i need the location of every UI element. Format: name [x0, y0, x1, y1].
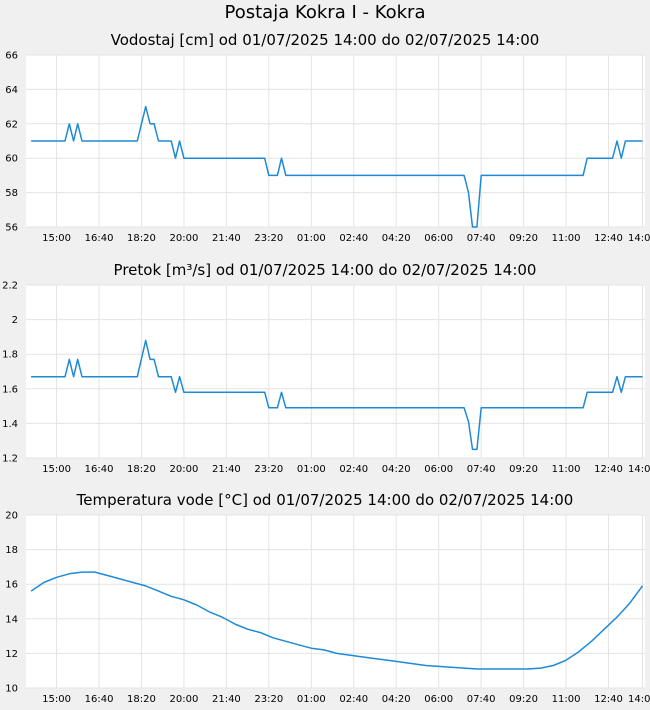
- water-level-y-tick-label: 58: [5, 188, 18, 199]
- water-level-x-tick-label: 18:20: [127, 233, 156, 244]
- discharge-x-tick-label: 06:00: [424, 464, 453, 475]
- water-level-x-tick-label: 21:40: [212, 233, 241, 244]
- discharge-x-tick-label: 09:20: [509, 464, 538, 475]
- discharge-x-tick-label: 21:40: [212, 464, 241, 475]
- discharge-x-tick-label: 04:20: [382, 464, 411, 475]
- water-level-x-tick-label: 01:00: [297, 233, 326, 244]
- water-temperature-y-tick-label: 12: [5, 649, 18, 660]
- water-level-x-tick-label: 20:00: [170, 233, 199, 244]
- discharge-y-tick-label: 1.4: [2, 419, 18, 430]
- water-temperature-plot-area: [26, 515, 645, 688]
- discharge-x-tick-label: 18:20: [127, 464, 156, 475]
- water-temperature-y-tick-label: 10: [5, 684, 18, 695]
- water-level-x-tick-label: 14:00: [628, 233, 650, 244]
- water-level-y-tick-label: 66: [5, 51, 18, 62]
- discharge-x-tick-label: 02:40: [339, 464, 368, 475]
- water-temperature-x-tick-label: 06:00: [424, 694, 453, 705]
- water-level-x-tick-label: 04:20: [382, 233, 411, 244]
- water-level-x-tick-label: 15:00: [42, 233, 71, 244]
- water-temperature-x-tick-label: 09:20: [509, 694, 538, 705]
- discharge-x-tick-label: 16:40: [85, 464, 114, 475]
- discharge-y-tick-label: 1.6: [2, 384, 18, 395]
- discharge-x-tick-label: 11:00: [552, 464, 581, 475]
- water-temperature-x-tick-label: 01:00: [297, 694, 326, 705]
- water-temperature-x-tick-label: 07:40: [467, 694, 496, 705]
- water-temperature-x-tick-label: 04:20: [382, 694, 411, 705]
- water-temperature-x-tick-label: 21:40: [212, 694, 241, 705]
- discharge-y-tick-label: 2: [12, 315, 18, 326]
- discharge-x-tick-label: 20:00: [170, 464, 199, 475]
- discharge-chart-title: Pretok [m³/s] od 01/07/2025 14:00 do 02/…: [113, 261, 537, 279]
- discharge-x-tick-label: 07:40: [467, 464, 496, 475]
- water-level-x-tick-label: 23:20: [254, 233, 283, 244]
- discharge-x-tick-label: 12:40: [594, 464, 623, 475]
- water-temperature-y-tick-label: 20: [5, 511, 18, 522]
- discharge-x-tick-label: 23:20: [254, 464, 283, 475]
- water-temperature-x-tick-label: 20:00: [170, 694, 199, 705]
- water-temperature-x-tick-label: 11:00: [552, 694, 581, 705]
- water-temperature-x-tick-label: 15:00: [42, 694, 71, 705]
- water-temperature-x-tick-label: 18:20: [127, 694, 156, 705]
- water-level-series-line: [31, 105, 643, 228]
- station-title: Postaja Kokra I - Kokra: [224, 2, 426, 23]
- water-level-x-tick-label: 12:40: [594, 233, 623, 244]
- water-level-y-tick-label: 60: [5, 154, 18, 165]
- discharge-x-tick-label: 15:00: [42, 464, 71, 475]
- water-temperature-y-tick-label: 16: [5, 580, 18, 591]
- discharge-y-tick-label: 1.2: [2, 454, 18, 465]
- water-level-chart-title: Vodostaj [cm] od 01/07/2025 14:00 do 02/…: [110, 31, 540, 49]
- water-level-x-tick-label: 07:40: [467, 233, 496, 244]
- water-level-y-tick-label: 62: [5, 119, 18, 130]
- water-temperature-x-tick-label: 02:40: [339, 694, 368, 705]
- discharge-x-tick-label: 01:00: [297, 464, 326, 475]
- discharge-plot-area: [26, 285, 645, 458]
- water-temperature-x-tick-label: 14:00: [628, 694, 650, 705]
- water-temperature-y-tick-label: 14: [5, 614, 18, 625]
- water-temperature-series-line: [30, 571, 644, 670]
- water-temperature-x-tick-label: 23:20: [254, 694, 283, 705]
- discharge-y-tick-label: 1.8: [2, 350, 18, 361]
- water-temperature-chart-title: Temperatura vode [°C] od 01/07/2025 14:0…: [76, 491, 574, 509]
- discharge-x-tick-label: 14:00: [628, 464, 650, 475]
- water-temperature-x-tick-label: 16:40: [85, 694, 114, 705]
- water-level-y-tick-label: 64: [5, 85, 18, 96]
- water-temperature-x-tick-label: 12:40: [594, 694, 623, 705]
- water-level-x-tick-label: 16:40: [85, 233, 114, 244]
- water-level-x-tick-label: 02:40: [339, 233, 368, 244]
- water-temperature-y-tick-label: 18: [5, 545, 18, 556]
- water-level-x-tick-label: 09:20: [509, 233, 538, 244]
- water-level-y-tick-label: 56: [5, 223, 18, 234]
- water-level-x-tick-label: 11:00: [552, 233, 581, 244]
- discharge-series-line: [31, 339, 643, 451]
- water-level-x-tick-label: 06:00: [424, 233, 453, 244]
- discharge-y-tick-label: 2.2: [2, 281, 18, 292]
